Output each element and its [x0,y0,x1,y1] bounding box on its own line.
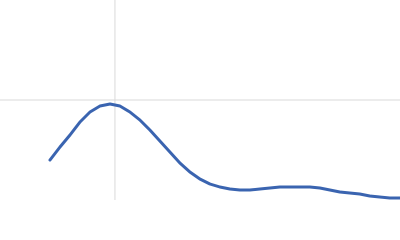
chart [0,0,400,200]
page: (() => { const data = JSON.parse(documen… [0,0,400,200]
data-line [48,102,400,200]
